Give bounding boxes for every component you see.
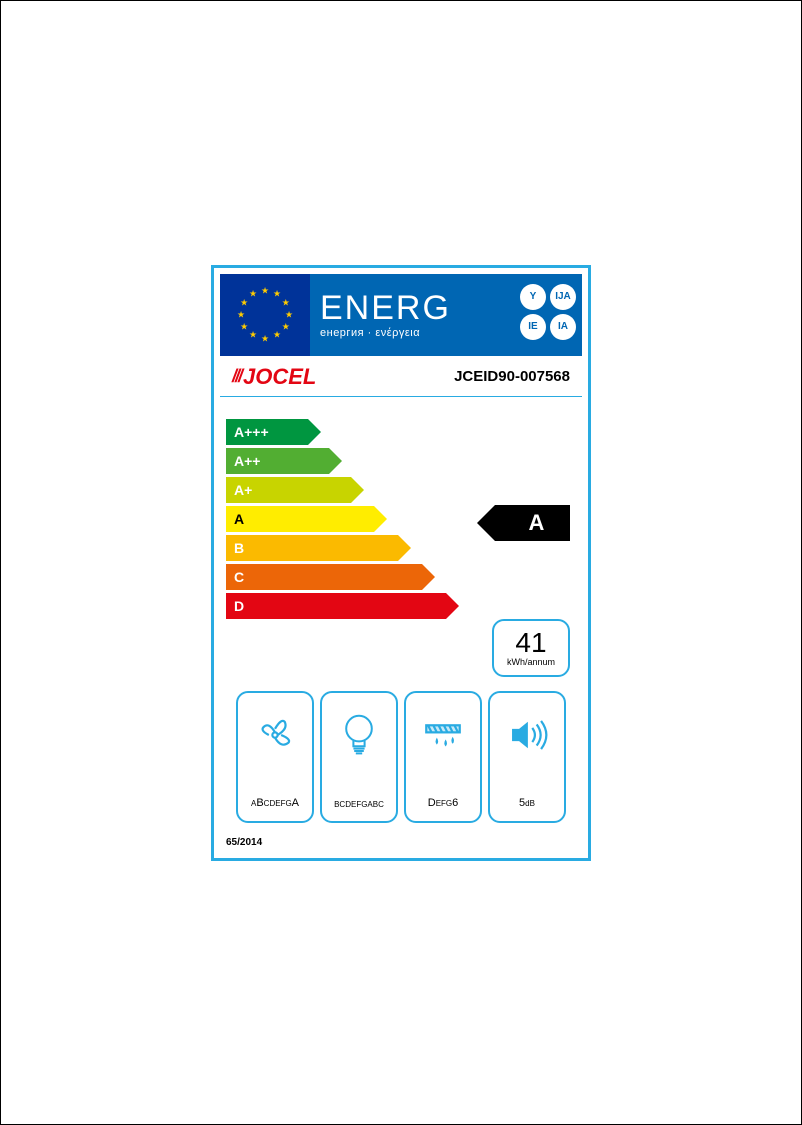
efficiency-bar-label: B: [234, 540, 244, 556]
efficiency-bar-label: A+: [234, 482, 252, 498]
eu-star: ★: [240, 297, 248, 308]
metric-label: ABCDEFGA: [251, 797, 299, 809]
energy-label: ★★★★★★★★★★★★ ENERG енергия · ενέργεια YI…: [211, 265, 591, 861]
efficiency-bar-row: A++: [226, 448, 576, 474]
eu-star: ★: [273, 288, 281, 299]
efficiency-bar-label: A+++: [234, 424, 269, 440]
eu-star: ★: [282, 297, 290, 308]
eu-star: ★: [237, 309, 245, 320]
suffix-circle: IJA: [550, 284, 576, 310]
metric-label: BCDEFGABC: [334, 800, 384, 809]
eu-star: ★: [249, 288, 257, 299]
rating-value: A: [529, 510, 545, 536]
efficiency-bar-row: A+: [226, 477, 576, 503]
eu-star: ★: [261, 333, 269, 344]
efficiency-bar: A++: [226, 448, 329, 474]
efficiency-bar-row: A+++: [226, 419, 576, 445]
efficiency-bar: A+++: [226, 419, 308, 445]
fan-icon: [251, 708, 299, 763]
suffix-circles: YIJAIEIA: [520, 284, 576, 340]
efficiency-bar-label: A: [234, 511, 244, 527]
suffix-circle: Y: [520, 284, 546, 310]
efficiency-bar: A+: [226, 477, 351, 503]
efficiency-bar: C: [226, 564, 422, 590]
metric-box: BCDEFGABC: [320, 691, 398, 823]
efficiency-bar: D: [226, 593, 446, 619]
efficiency-bar-label: D: [234, 598, 244, 614]
sound-icon: [503, 708, 551, 763]
efficiency-bar-row: C: [226, 564, 576, 590]
eu-star: ★: [285, 309, 293, 320]
eu-star: ★: [273, 330, 281, 341]
eu-stars: ★★★★★★★★★★★★: [235, 285, 295, 345]
metric-box: DEFG6: [404, 691, 482, 823]
consumption-unit: kWh/annum: [507, 657, 555, 667]
header: ★★★★★★★★★★★★ ENERG енергия · ενέργεια YI…: [220, 274, 582, 356]
efficiency-bar-row: D: [226, 593, 576, 619]
eu-star: ★: [261, 285, 269, 296]
energy-title-block: ENERG енергия · ενέργεια YIJAIEIA: [310, 274, 582, 356]
brand-row: /// JOCEL JCEID90-007568: [220, 356, 582, 397]
metric-box: 5dB: [488, 691, 566, 823]
suffix-circle: IE: [520, 314, 546, 340]
brand-logo: /// JOCEL: [232, 364, 316, 390]
efficiency-bar: B: [226, 535, 398, 561]
efficiency-bar-label: C: [234, 569, 244, 585]
efficiency-bar-label: A++: [234, 453, 260, 469]
efficiency-bar: A: [226, 506, 374, 532]
brand-stripes: ///: [232, 366, 241, 387]
efficiency-chart: A+++A++A+ABCD A 41 kWh/annum: [214, 397, 588, 647]
rating-arrow: A: [495, 505, 570, 541]
metric-box: ABCDEFGA: [236, 691, 314, 823]
eu-star: ★: [249, 330, 257, 341]
eu-star: ★: [282, 321, 290, 332]
model-number: JCEID90-007568: [454, 368, 570, 385]
eu-star: ★: [240, 321, 248, 332]
consumption-box: 41 kWh/annum: [492, 619, 570, 677]
brand-name: JOCEL: [243, 364, 316, 390]
metric-label: DEFG6: [428, 797, 459, 809]
grease-icon: [419, 708, 467, 763]
suffix-circle: IA: [550, 314, 576, 340]
bulb-icon: [335, 708, 383, 763]
eu-flag: ★★★★★★★★★★★★: [220, 274, 310, 356]
consumption-value: 41: [515, 629, 546, 657]
metric-label: 5dB: [519, 797, 535, 809]
regulation-number: 65/2014: [214, 833, 588, 858]
